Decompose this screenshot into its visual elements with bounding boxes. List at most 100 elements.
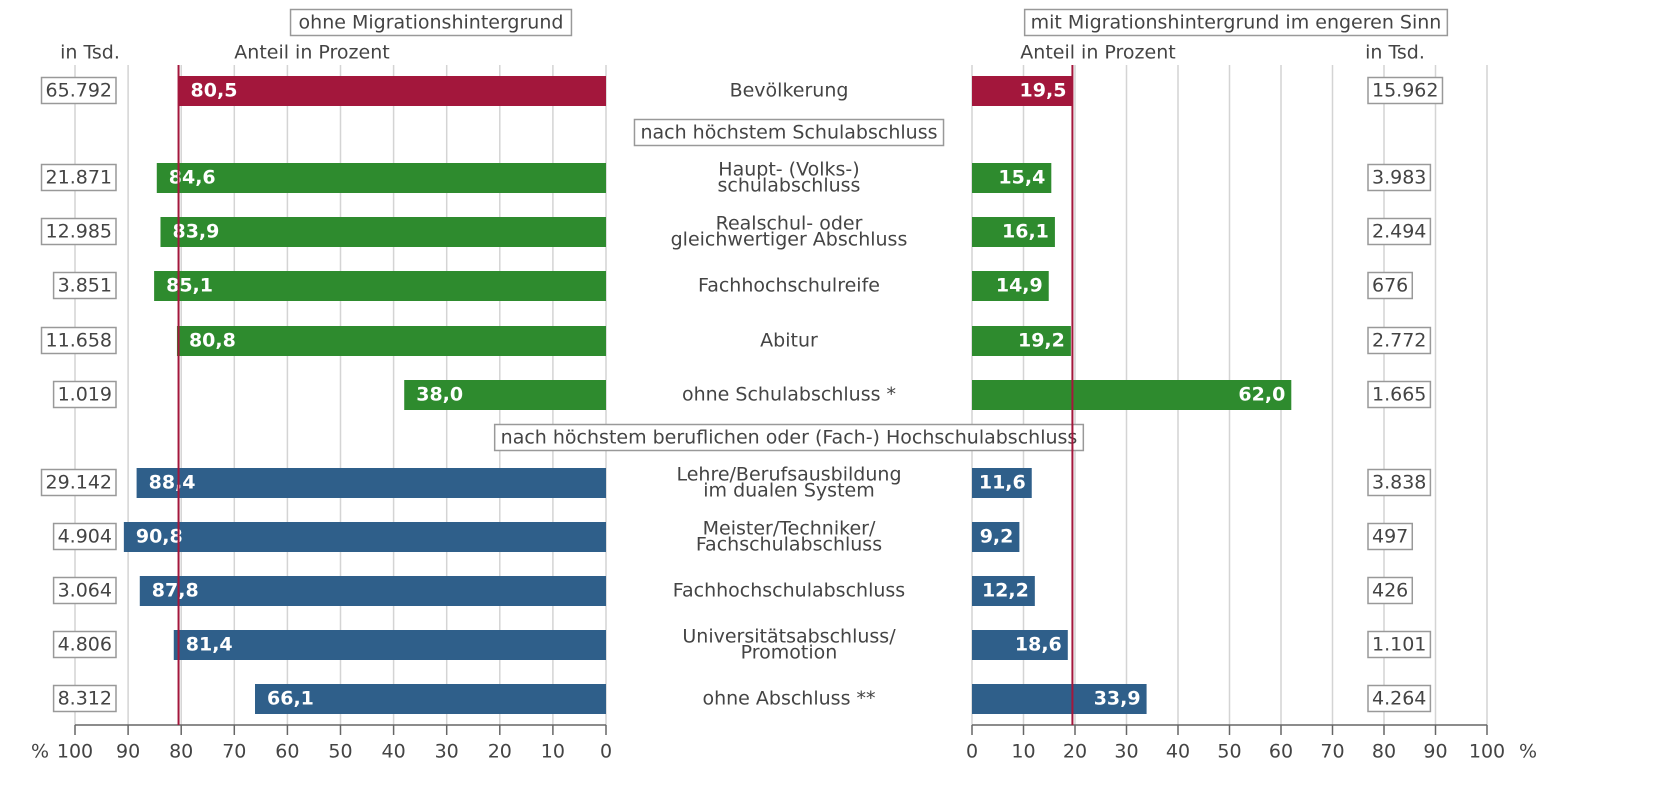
count-label: 1.019	[58, 384, 112, 406]
count-label: 497	[1372, 526, 1408, 548]
count-box	[40, 163, 117, 192]
value-label: 66,1	[267, 688, 314, 710]
bar	[255, 684, 606, 714]
x-tick-label: 70	[1320, 741, 1344, 763]
category-label: Fachhochschulreife	[698, 275, 880, 297]
count-box	[1367, 684, 1432, 713]
count-label: 8.312	[58, 688, 112, 710]
series-name: mit Migrationshintergrund im engeren Sin…	[1031, 12, 1442, 34]
category-label: Fachschulabschluss	[696, 534, 882, 556]
count-box	[52, 630, 117, 659]
count-label: 1.665	[1372, 384, 1426, 406]
axis-label: Anteil in Prozent	[1020, 42, 1175, 64]
count-box	[1367, 380, 1432, 409]
series-name-box	[1023, 8, 1449, 37]
bar	[404, 380, 606, 410]
category-label: Promotion	[741, 642, 838, 664]
category-label: Realschul- oder	[716, 213, 863, 235]
category-label: ohne Abschluss **	[702, 688, 875, 710]
count-box	[40, 76, 117, 105]
value-label: 80,5	[191, 80, 238, 102]
count-box	[1367, 468, 1432, 497]
value-label: 18,6	[1015, 634, 1062, 656]
x-tick-label: 20	[488, 741, 512, 763]
value-label: 14,9	[996, 275, 1043, 297]
x-tick-label: 10	[1011, 741, 1035, 763]
count-box	[52, 522, 117, 551]
value-label: 88,4	[149, 472, 196, 494]
value-label: 11,6	[979, 472, 1026, 494]
value-label: 38,0	[416, 384, 463, 406]
count-label: 3.064	[58, 580, 112, 602]
axis-unit: %	[31, 741, 49, 763]
count-label: 2.772	[1372, 330, 1426, 352]
count-box	[40, 217, 117, 246]
category-label: Meister/Techniker/	[703, 518, 876, 540]
bar	[972, 326, 1071, 356]
bar	[123, 522, 607, 552]
bar	[178, 76, 607, 106]
category-label: Haupt- (Volks-)	[718, 159, 859, 181]
count-box	[1367, 576, 1414, 605]
count-box	[40, 468, 117, 497]
x-tick-label: 80	[1372, 741, 1396, 763]
section-title-box	[633, 118, 945, 147]
count-label: 29.142	[46, 472, 112, 494]
bar	[972, 380, 1292, 410]
bar	[972, 576, 1035, 606]
value-label: 87,8	[152, 580, 199, 602]
category-label: Fachhochschulabschluss	[673, 580, 905, 602]
axis-unit: %	[1519, 741, 1537, 763]
x-tick-label: 50	[1217, 741, 1241, 763]
category-label: Universitätsabschluss/	[682, 626, 896, 648]
bar	[173, 630, 607, 660]
count-label: 65.792	[46, 80, 112, 102]
count-label: 3.983	[1372, 167, 1426, 189]
count-box	[52, 380, 117, 409]
value-label: 9,2	[980, 526, 1014, 548]
x-tick-label: 90	[1423, 741, 1447, 763]
category-label: Lehre/Berufsausbildung	[676, 464, 901, 486]
value-label: 85,1	[166, 275, 213, 297]
x-tick-label: 10	[541, 741, 565, 763]
x-tick-label: 20	[1063, 741, 1087, 763]
bar	[176, 326, 606, 356]
bar	[156, 163, 607, 193]
x-tick-label: 100	[1469, 741, 1505, 763]
value-label: 33,9	[1094, 688, 1141, 710]
count-label: 3.838	[1372, 472, 1426, 494]
bar	[160, 217, 606, 247]
x-tick-label: 70	[222, 741, 246, 763]
count-label: 426	[1372, 580, 1408, 602]
count-label: 4.264	[1372, 688, 1426, 710]
bar	[972, 468, 1032, 498]
x-tick-label: 30	[1114, 741, 1138, 763]
value-label: 16,1	[1002, 221, 1049, 243]
x-tick-label: 60	[1269, 741, 1293, 763]
section-title: nach höchstem beruflichen oder (Fach-) H…	[501, 427, 1078, 449]
bar	[972, 271, 1049, 301]
count-box	[1367, 76, 1444, 105]
x-tick-label: 0	[600, 741, 612, 763]
count-box	[40, 326, 117, 355]
count-box	[1367, 217, 1432, 246]
axis-label: Anteil in Prozent	[234, 42, 389, 64]
x-tick-label: 80	[169, 741, 193, 763]
value-label: 83,9	[172, 221, 219, 243]
count-header: in Tsd.	[1365, 42, 1425, 64]
count-label: 2.494	[1372, 221, 1426, 243]
value-label: 19,5	[1020, 80, 1067, 102]
bar	[136, 468, 606, 498]
count-label: 12.985	[46, 221, 112, 243]
x-tick-label: 40	[1166, 741, 1190, 763]
bar	[139, 576, 607, 606]
count-label: 15.962	[1372, 80, 1438, 102]
x-tick-label: 40	[382, 741, 406, 763]
count-label: 3.851	[58, 275, 112, 297]
count-label: 11.658	[46, 330, 112, 352]
category-label: Abitur	[760, 330, 818, 352]
bar	[972, 522, 1020, 552]
x-tick-label: 0	[966, 741, 978, 763]
bar	[972, 630, 1068, 660]
